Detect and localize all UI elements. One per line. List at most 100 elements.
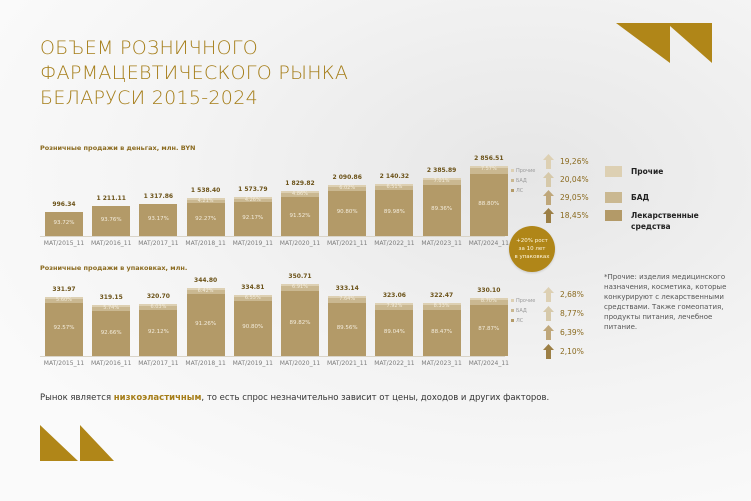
bar-segment-bad — [233, 199, 272, 203]
bar-segment-bad — [469, 168, 508, 174]
bar-group: 333.14 7.64% 89.56% — [328, 270, 367, 356]
bar-segment-lekarstva — [45, 211, 83, 236]
page-title: Объем розничного фармацевтического рынка… — [40, 36, 348, 111]
bar-segment-bad — [422, 304, 461, 310]
growth-item-bad: 20,04% — [543, 170, 589, 188]
bar-segment-lekarstva — [375, 309, 414, 356]
bar-total-label: 344.80 — [194, 276, 218, 284]
bar-segment-label: 7.92% — [386, 302, 403, 309]
summary-text: Рынок является низкоэластичным, то есть … — [40, 393, 550, 403]
x-axis-label: MAT/2015_11 — [43, 360, 85, 367]
bar-segment-bad — [186, 200, 225, 204]
bar-segment-label: 5.74% — [103, 305, 120, 312]
bar-segment-label: 4.86% — [292, 191, 308, 198]
bar-total-label: 350.71 — [288, 273, 312, 280]
bar-segment-prochie — [328, 295, 367, 298]
bar-total-label: 2 140.32 — [379, 172, 410, 180]
bar-segment-lekarstva — [92, 206, 131, 236]
bar-segment-label: 4.21% — [197, 198, 214, 205]
bar-segment-label: 7.64% — [339, 295, 356, 302]
bar-segment-lekarstva — [233, 202, 272, 236]
bar-total-label: 322.47 — [430, 291, 454, 299]
bar-total-label: 334.81 — [241, 283, 265, 291]
bar-group: 1 538.40 4.21% 92.27% — [186, 150, 225, 236]
bar-total-label: 319.15 — [99, 294, 123, 302]
bar-segment-prochie — [375, 183, 414, 186]
highlight-term: низкоэластичным — [113, 393, 202, 403]
bar-segment-label: 6.03% — [150, 304, 167, 311]
bar-segment-prochie — [233, 294, 272, 297]
bar-segment-label: 6.51% — [386, 183, 403, 190]
x-axis-label: MAT/2020_11 — [279, 240, 321, 247]
x-axis-label: MAT/2022_11 — [374, 240, 415, 247]
bar-segment-prochie — [281, 191, 319, 194]
growth-item-ls: 29,05% — [543, 188, 589, 206]
mini-legend-item: ЛС — [511, 186, 535, 196]
chart-money: 996.34 93.72% MAT/2015_11 1 211.11 93.76% MAT… — [40, 150, 509, 247]
bar-segment-bad — [139, 306, 178, 311]
arrow-up-icon — [543, 305, 554, 321]
mini-legend-packs: Прочие БАД ЛС — [511, 296, 535, 326]
bar-segment-lekarstva — [139, 203, 178, 236]
bar-segment-label: 90.80% — [242, 324, 264, 331]
x-axis-label: MAT/2021_11 — [326, 360, 368, 367]
bar-total-label: 323.06 — [382, 291, 406, 299]
arrow-up-icon — [543, 343, 554, 359]
bar-group: 996.34 93.72% — [45, 150, 83, 236]
bar-group: 330.10 8.70% 87.87% — [469, 270, 508, 356]
bar-segment-bad — [45, 298, 83, 303]
bar-total-label: 1 538.40 — [190, 187, 221, 195]
legend-item-prochie: Прочие — [605, 166, 721, 177]
bar-segment-lekarstva — [186, 293, 225, 356]
x-axis-label: MAT/2021_11 — [326, 240, 368, 247]
bar-segment-lekarstva — [281, 197, 319, 236]
bar-segment-lekarstva — [469, 174, 508, 236]
bar-segment-label: 6.02% — [339, 184, 356, 191]
bar-total-label: 330.10 — [477, 286, 501, 294]
bar-segment-bad — [233, 296, 272, 301]
arrow-up-icon — [543, 171, 554, 187]
bar-segment-prochie — [469, 166, 508, 168]
bar-segment-label: 5.60% — [56, 296, 72, 303]
bar-segment-label: 6.42% — [197, 287, 214, 294]
x-axis-label: MAT/2017_11 — [138, 240, 179, 247]
bar-total-label: 996.34 — [52, 200, 76, 208]
bar-segment-label: 93.72% — [53, 219, 75, 226]
mini-legend-money: Прочие БАД ЛС — [511, 166, 535, 196]
bar-segment-label: 92.66% — [100, 329, 122, 336]
bar-segment-lekarstva — [186, 203, 225, 236]
bar-segment-label: 91.26% — [195, 320, 217, 327]
bar-segment-prochie — [422, 177, 461, 180]
bar-segment-prochie — [233, 197, 272, 200]
bar-segment-prochie — [328, 184, 367, 187]
bar-segment-bad — [422, 179, 461, 185]
bar-segment-label: 90.80% — [336, 209, 358, 216]
bar-group: 344.80 6.42% 91.26% — [186, 270, 225, 356]
x-axis-label: MAT/2020_11 — [279, 360, 321, 367]
bar-group: 2 385.89 7.01% 89.36% — [422, 150, 461, 236]
bar-segment-label: 7.01% — [433, 177, 450, 184]
bar-group: 1 573.79 4.26% 92.17% — [233, 150, 272, 236]
chart-packs-title: Розничные продажи в упаковках, млн. — [40, 264, 188, 272]
x-axis-label: MAT/2023_11 — [421, 360, 462, 367]
bar-segment-label: 89.98% — [383, 208, 405, 215]
growth-badge: +20% рост за 10 лет в упаковках — [509, 226, 555, 272]
bar-segment-bad — [328, 186, 367, 191]
arrow-up-icon — [543, 207, 554, 223]
bar-segment-bad — [328, 297, 367, 303]
bar-segment-label: 88.80% — [478, 201, 500, 207]
growth-item-prochie: 19,26% — [543, 152, 589, 170]
bar-segment-label: 6.91% — [292, 284, 308, 290]
x-axis-label: MAT/2016_11 — [90, 240, 132, 247]
bar-group: 323.06 7.92% 89.04% — [375, 270, 414, 356]
mini-legend-item: Прочие — [511, 166, 535, 176]
bar-segment-label: 92.57% — [53, 325, 75, 332]
bar-segment-bad — [469, 299, 508, 305]
bar-total-label: 1 317.86 — [143, 192, 174, 200]
x-axis-label: MAT/2016_11 — [90, 360, 132, 367]
x-axis-label: MAT/2019_11 — [232, 240, 273, 247]
bar-group: 2 090.86 6.02% 90.80% — [328, 150, 367, 236]
bar-total-label: 320.70 — [146, 293, 170, 301]
chart-packs: 331.97 5.60% 92.57% MAT/2015_11 319.15 5.74% 9… — [40, 270, 509, 367]
bar-total-label: 2 090.86 — [332, 173, 362, 181]
